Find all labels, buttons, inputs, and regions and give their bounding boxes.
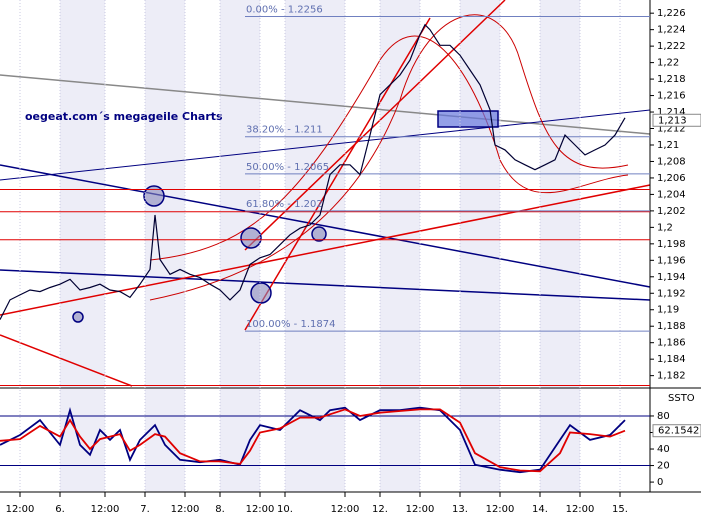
y-tick-label: 1,186: [657, 338, 686, 349]
current-value-label: 1,213: [658, 115, 687, 126]
x-tick-label: 13.: [452, 504, 468, 515]
x-tick-label: 15.: [612, 504, 628, 515]
y-tick-label: 1,216: [657, 91, 686, 102]
trend-line: [0, 334, 133, 387]
x-tick-label: 14.: [532, 504, 548, 515]
x-tick-label: 10.: [277, 504, 293, 515]
x-tick-label: 8.: [215, 504, 225, 515]
current-value-label: 62.1542: [658, 426, 699, 437]
y-tick-label: 1,206: [657, 173, 686, 184]
panel-title: SSTO: [668, 393, 695, 404]
day-band: [540, 0, 580, 492]
y-tick-label: 1,21: [657, 140, 679, 151]
y-tick-label: 1,202: [657, 206, 686, 217]
trend-line: [0, 269, 651, 301]
day-band: [460, 0, 500, 492]
y-tick-label: 1,188: [657, 321, 686, 332]
day-band: [60, 0, 105, 492]
y-tick-label: 80: [657, 411, 670, 422]
marker-circle: [311, 226, 327, 242]
x-tick-label: 12:00: [171, 504, 200, 515]
y-tick-label: 1,204: [657, 189, 686, 200]
trend-line: [0, 184, 651, 316]
fib-label: 38.20% - 1.211: [246, 125, 323, 136]
y-tick-label: 1,19: [657, 305, 679, 316]
fib-label: 0.00% - 1.2256: [246, 4, 323, 15]
y-tick-label: 1,226: [657, 8, 686, 19]
y-tick-label: 0: [657, 477, 663, 488]
y-tick-label: 1,192: [657, 288, 686, 299]
y-tick-label: 1,208: [657, 156, 686, 167]
current-value-box: [652, 424, 701, 438]
y-tick-label: 1,222: [657, 41, 686, 52]
y-tick-label: 40: [657, 444, 670, 455]
x-tick-label: 12:00: [246, 504, 275, 515]
x-tick-label: 12:00: [486, 504, 515, 515]
y-tick-label: 1,182: [657, 371, 686, 382]
x-tick-label: 12:00: [331, 504, 360, 515]
x-tick-label: 12:00: [91, 504, 120, 515]
y-tick-label: 1,218: [657, 74, 686, 85]
envelope: [149, 14, 629, 301]
x-tick-label: 6.: [55, 504, 65, 515]
y-tick-label: 1,22: [657, 58, 679, 69]
y-tick-label: 1,2: [657, 222, 673, 233]
marker-circle: [250, 282, 272, 304]
envelope: [149, 35, 629, 261]
marker-circle: [72, 311, 84, 323]
y-tick-label: 1,184: [657, 354, 686, 365]
fib-label: 50.00% - 1.2065: [246, 162, 329, 173]
day-band: [145, 0, 185, 492]
trend-line: [244, 0, 506, 251]
x-tick-label: 12:00: [6, 504, 35, 515]
fib-label: 61.80% - 1.202: [246, 199, 323, 210]
y-tick-label: 20: [657, 461, 670, 472]
series-line: [0, 408, 626, 473]
y-tick-label: 1,212: [657, 124, 686, 135]
marker-circle: [240, 227, 262, 249]
trend-line: [0, 74, 651, 135]
y-tick-label: 1,196: [657, 255, 686, 266]
y-tick-label: 1,198: [657, 239, 686, 250]
day-band: [380, 0, 420, 492]
fib-label: 100.00% - 1.1874: [246, 319, 335, 330]
x-tick-label: 12.: [372, 504, 388, 515]
y-tick-label: 1,194: [657, 272, 686, 283]
series-line: [0, 406, 626, 474]
y-tick-label: 1,214: [657, 107, 686, 118]
chart-title: oegeat.com´s megageile Charts: [25, 110, 223, 123]
marker-circle: [143, 185, 165, 207]
x-tick-label: 12:00: [406, 504, 435, 515]
y-tick-label: 1,224: [657, 25, 686, 36]
x-tick-label: 12:00: [566, 504, 595, 515]
series-line: [0, 23, 626, 320]
trend-line: [0, 164, 651, 288]
marker-box: [437, 110, 499, 128]
x-tick-label: 7.: [140, 504, 150, 515]
current-value-box: [652, 113, 701, 127]
